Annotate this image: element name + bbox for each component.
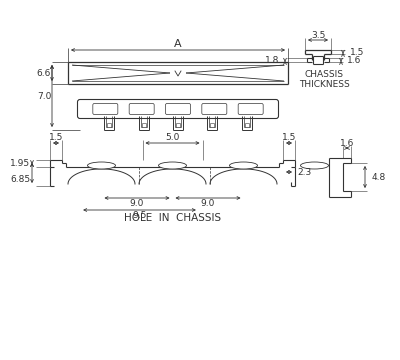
Text: 9.0: 9.0 [130,198,144,207]
FancyBboxPatch shape [93,104,118,114]
Text: HOLE  IN  CHASSIS: HOLE IN CHASSIS [124,213,221,223]
Ellipse shape [88,162,116,169]
Text: 1.95: 1.95 [10,159,30,168]
FancyBboxPatch shape [238,104,263,114]
Text: 1.5: 1.5 [282,132,296,141]
Text: 1.6: 1.6 [347,55,361,64]
FancyBboxPatch shape [78,99,278,118]
Text: 6.85: 6.85 [10,175,30,184]
Text: 2.3: 2.3 [297,167,311,176]
Ellipse shape [158,162,186,169]
Text: 4.8: 4.8 [372,172,386,181]
Text: 1.5: 1.5 [49,132,63,141]
FancyBboxPatch shape [202,104,227,114]
Ellipse shape [300,162,328,169]
Text: A: A [174,39,182,49]
Text: 9.5: 9.5 [132,211,147,220]
Text: 1.6: 1.6 [340,139,354,148]
FancyBboxPatch shape [129,104,154,114]
Text: 3.5: 3.5 [311,31,325,40]
Text: 7.0: 7.0 [37,91,51,100]
Ellipse shape [230,162,258,169]
Text: 1.5: 1.5 [350,48,364,57]
Text: 6.6: 6.6 [37,68,51,77]
Text: 9.0: 9.0 [201,198,215,207]
FancyBboxPatch shape [166,104,190,114]
Text: 5.0: 5.0 [165,132,180,141]
Text: 1.8: 1.8 [265,55,279,64]
Text: CHASSIS
THICKNESS: CHASSIS THICKNESS [299,70,349,89]
